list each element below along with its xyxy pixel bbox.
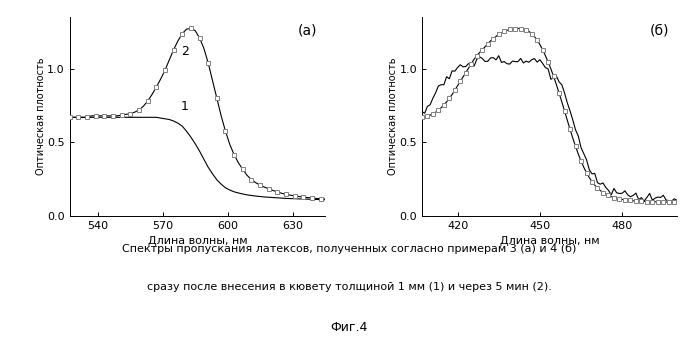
Text: (б): (б) — [650, 23, 669, 37]
Text: 1: 1 — [181, 100, 188, 113]
X-axis label: Длина волны, нм: Длина волны, нм — [500, 236, 600, 246]
Text: (a): (a) — [298, 23, 318, 37]
X-axis label: Длина волны, нм: Длина волны, нм — [147, 236, 247, 246]
Text: Спектры пропускания латексов, полученных согласно примерам 3 (а) и 4 (б): Спектры пропускания латексов, полученных… — [122, 244, 576, 254]
Text: Фиг.4: Фиг.4 — [330, 321, 368, 334]
Y-axis label: Оптическая плотность: Оптическая плотность — [388, 58, 398, 175]
Y-axis label: Оптическая плотность: Оптическая плотность — [36, 58, 46, 175]
Text: 2: 2 — [181, 45, 188, 58]
Text: сразу после внесения в кювету толщиной 1 мм (1) и через 5 мин (2).: сразу после внесения в кювету толщиной 1… — [147, 282, 551, 292]
